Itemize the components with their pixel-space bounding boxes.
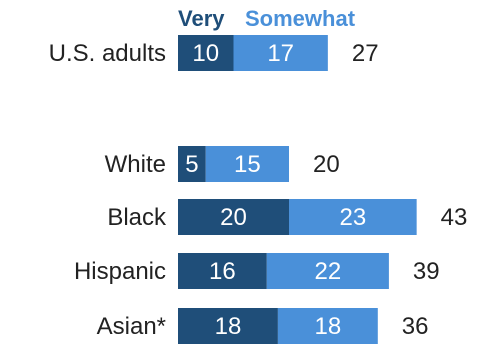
total-u-s-adults: 27 — [352, 40, 379, 67]
value-somewhat-white: 15 — [234, 151, 261, 178]
bar-somewhat-u-s-adults — [233, 35, 328, 71]
value-very-asian: 18 — [215, 313, 242, 340]
bar-very-white — [178, 146, 206, 182]
bar-somewhat-black — [289, 199, 417, 235]
value-somewhat-asian: 18 — [314, 313, 341, 340]
value-somewhat-black: 23 — [339, 204, 366, 231]
value-somewhat-u-s-adults: 17 — [267, 40, 294, 67]
value-very-u-s-adults: 10 — [192, 40, 219, 67]
category-label-black: Black — [107, 204, 167, 231]
bar-very-u-s-adults — [178, 35, 234, 71]
bar-very-black — [178, 199, 289, 235]
category-label-asian: Asian* — [97, 313, 166, 340]
total-black: 43 — [441, 204, 468, 231]
category-label-hispanic: Hispanic — [74, 258, 166, 285]
bar-very-hispanic — [178, 253, 267, 289]
bar-somewhat-asian — [277, 308, 378, 344]
total-asian: 36 — [402, 313, 429, 340]
total-white: 20 — [313, 151, 340, 178]
total-hispanic: 39 — [413, 258, 440, 285]
value-very-black: 20 — [220, 204, 247, 231]
bars-group: U.S. adults 10 17 27 White 5 15 20 Black 20 23 43 Hi… — [49, 35, 468, 344]
value-very-white: 5 — [185, 151, 198, 178]
value-somewhat-hispanic: 22 — [314, 258, 341, 285]
bar-somewhat-white — [205, 146, 289, 182]
bar-somewhat-hispanic — [266, 253, 389, 289]
value-very-hispanic: 16 — [209, 258, 236, 285]
category-label-u-s-adults: U.S. adults — [49, 40, 166, 67]
legend-somewhat: Somewhat — [245, 6, 356, 31]
legend-very: Very — [178, 6, 225, 31]
category-label-white: White — [105, 151, 166, 178]
bar-very-asian — [178, 308, 278, 344]
